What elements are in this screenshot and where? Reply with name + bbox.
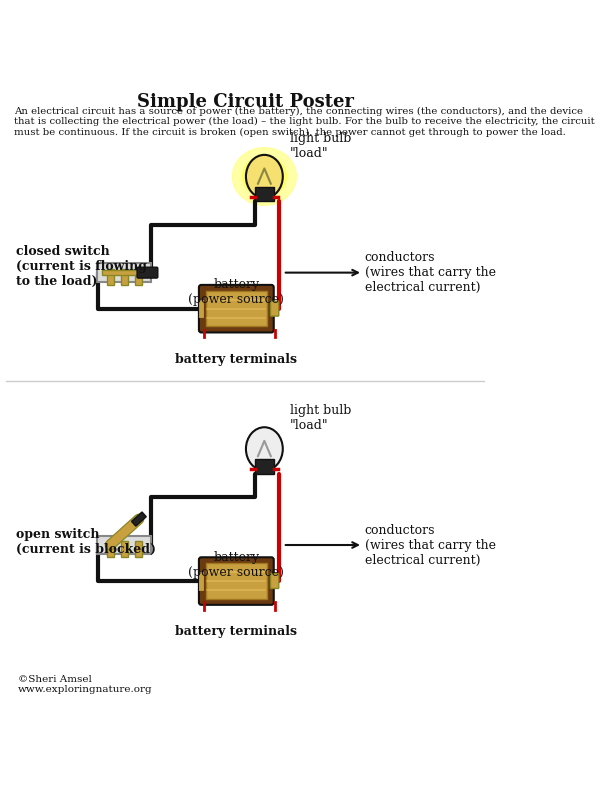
Text: ©Sheri Amsel
www.exploringnature.org: ©Sheri Amsel www.exploringnature.org — [18, 675, 152, 695]
Ellipse shape — [242, 156, 286, 197]
Text: battery terminals: battery terminals — [175, 625, 297, 638]
FancyBboxPatch shape — [271, 573, 279, 588]
Text: must be continuous. If the circuit is broken (open switch), the power cannot get: must be continuous. If the circuit is br… — [15, 128, 566, 137]
Text: battery terminals: battery terminals — [175, 352, 297, 366]
FancyBboxPatch shape — [106, 269, 114, 284]
Ellipse shape — [233, 147, 296, 205]
Text: conductors
(wires that carry the
electrical current): conductors (wires that carry the electri… — [365, 251, 496, 294]
Text: closed switch
(current is flowing
to the load): closed switch (current is flowing to the… — [16, 245, 147, 287]
Ellipse shape — [246, 427, 283, 470]
FancyBboxPatch shape — [97, 264, 151, 282]
FancyBboxPatch shape — [121, 542, 128, 557]
Text: that is collecting the electrical power (the load) – the light bulb. For the bul: that is collecting the electrical power … — [15, 117, 595, 127]
FancyBboxPatch shape — [121, 269, 128, 284]
FancyBboxPatch shape — [199, 285, 274, 333]
FancyBboxPatch shape — [137, 267, 158, 278]
Text: battery
(power source): battery (power source) — [188, 550, 284, 579]
FancyBboxPatch shape — [206, 563, 267, 599]
FancyBboxPatch shape — [206, 291, 267, 326]
FancyBboxPatch shape — [255, 187, 274, 201]
FancyBboxPatch shape — [102, 270, 141, 275]
Text: open switch
(current is blocked): open switch (current is blocked) — [16, 527, 156, 556]
FancyBboxPatch shape — [106, 542, 114, 557]
Ellipse shape — [246, 155, 283, 198]
FancyBboxPatch shape — [271, 301, 279, 316]
Text: An electrical circuit has a source of power (the battery), the connecting wires : An electrical circuit has a source of po… — [15, 107, 583, 116]
FancyBboxPatch shape — [255, 459, 274, 474]
Text: light bulb
"load": light bulb "load" — [290, 132, 351, 160]
FancyBboxPatch shape — [135, 542, 142, 557]
FancyBboxPatch shape — [97, 536, 151, 554]
Text: Simple Circuit Poster: Simple Circuit Poster — [136, 93, 354, 111]
Text: light bulb
"load": light bulb "load" — [290, 405, 351, 432]
FancyBboxPatch shape — [199, 558, 274, 605]
FancyBboxPatch shape — [135, 269, 142, 284]
Text: conductors
(wires that carry the
electrical current): conductors (wires that carry the electri… — [365, 524, 496, 566]
Polygon shape — [132, 512, 146, 526]
Text: battery
(power source): battery (power source) — [188, 278, 284, 307]
